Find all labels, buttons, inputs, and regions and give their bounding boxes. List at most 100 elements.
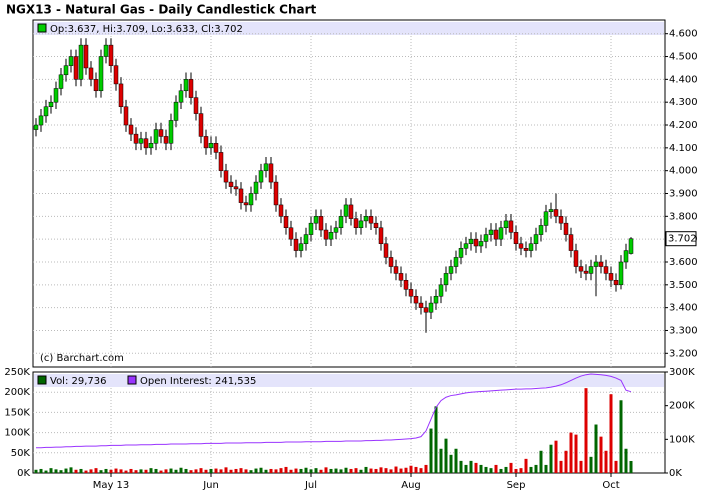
candle-body (613, 280, 619, 286)
volume-bar (169, 468, 173, 473)
y-tick-label: 3.300 (669, 325, 698, 336)
oi-legend-swatch (127, 375, 137, 385)
volume-bar (319, 469, 323, 473)
candle-body (378, 227, 384, 244)
candle-body (448, 266, 454, 274)
volume-bar (294, 468, 298, 473)
volume-bar (509, 462, 513, 473)
y2-tick-label: 300K (669, 367, 695, 378)
volume-bar (364, 466, 368, 473)
volume-bar (264, 469, 268, 473)
volume-bar (474, 462, 478, 473)
open-interest-line (36, 373, 632, 449)
volume-bar (569, 432, 573, 473)
volume-bar (379, 467, 383, 473)
volume-bar (344, 467, 348, 473)
volume-bar (189, 470, 193, 473)
y-tick-label: 4.600 (669, 29, 698, 40)
volume-bar (229, 469, 233, 473)
candle-body (243, 202, 249, 206)
volume-bar (149, 468, 153, 473)
y-tick-label: 3.200 (669, 348, 698, 359)
volume-bar (69, 467, 73, 473)
volume-bar (584, 388, 588, 473)
volume-bar (329, 468, 333, 473)
volume-bar (439, 448, 443, 473)
y-tick-label: 4.200 (669, 120, 698, 131)
candle-body (63, 65, 69, 76)
y-tick-label: 3.800 (669, 211, 698, 222)
volume-bar (114, 468, 118, 473)
candle-body (478, 241, 484, 247)
candle-body (553, 209, 559, 217)
volume-bar (269, 468, 273, 473)
volume-bar (574, 434, 578, 473)
candle-body (318, 216, 324, 231)
candle-body (193, 97, 199, 114)
volume-bar (259, 467, 263, 473)
candle-body (518, 243, 524, 249)
volume-bar (254, 468, 258, 473)
last-price-box (665, 231, 697, 247)
candle-body (248, 193, 254, 206)
volume-bar (459, 460, 463, 473)
candle-body (608, 273, 614, 281)
candle-body (228, 181, 234, 187)
candle-body (428, 302, 434, 313)
volume-bar (304, 467, 308, 473)
y-tick-label: 4.400 (669, 74, 698, 85)
volume-bar (479, 464, 483, 473)
volume-bar (274, 469, 278, 473)
candle-body (568, 234, 574, 251)
volume-bar (79, 468, 83, 473)
volume-bar (604, 450, 608, 473)
candle-body (323, 229, 329, 240)
candle-body (123, 106, 129, 126)
candle-body (68, 56, 74, 66)
candle-body (78, 44, 84, 80)
candle-body (198, 113, 204, 137)
volume-bar (59, 470, 63, 473)
chart-title: NGX13 - Natural Gas - Daily Candlestick … (6, 3, 317, 17)
x-tick-label: Jun (202, 480, 219, 491)
volume-bar (194, 469, 198, 473)
candle-body (58, 74, 64, 89)
x-tick-label: Oct (602, 480, 619, 491)
volume-bar (504, 466, 508, 473)
candle-body (283, 216, 289, 228)
volume-bar (74, 469, 78, 473)
candle-body (458, 248, 464, 258)
oi-legend: Open Interest: 241,535 (140, 376, 256, 387)
y2-tick-label: 100K (669, 434, 695, 445)
y-tick-label: 3.500 (669, 280, 698, 291)
candle-body (583, 270, 589, 274)
volume-bar (324, 467, 328, 473)
candle-body (188, 79, 194, 98)
volume-bar (224, 467, 228, 473)
volume-bar (284, 466, 288, 473)
volume-bar (609, 394, 613, 473)
volume-bar (624, 448, 628, 473)
last-price: 3.702 (668, 234, 697, 245)
candle-body (233, 186, 239, 190)
candle-body (213, 143, 219, 153)
volume-bar (409, 465, 413, 473)
candle-body (373, 222, 379, 228)
volume-bar (134, 470, 138, 473)
candle-body (313, 216, 319, 224)
volume-bar (394, 466, 398, 473)
volume-bar (234, 468, 238, 473)
volume-bar (359, 469, 363, 473)
volume-bar (369, 468, 373, 473)
volume-bar (349, 468, 353, 473)
y-tick-label: 150K (4, 407, 30, 418)
candle-body (203, 136, 209, 149)
volume-bar (34, 469, 38, 473)
volume-bar (204, 469, 208, 473)
candle-body (153, 129, 159, 144)
candle-body (403, 280, 409, 290)
candle-body (163, 136, 169, 144)
candle-body (43, 106, 49, 117)
volume-bar (429, 428, 433, 473)
candle-body (168, 120, 174, 144)
